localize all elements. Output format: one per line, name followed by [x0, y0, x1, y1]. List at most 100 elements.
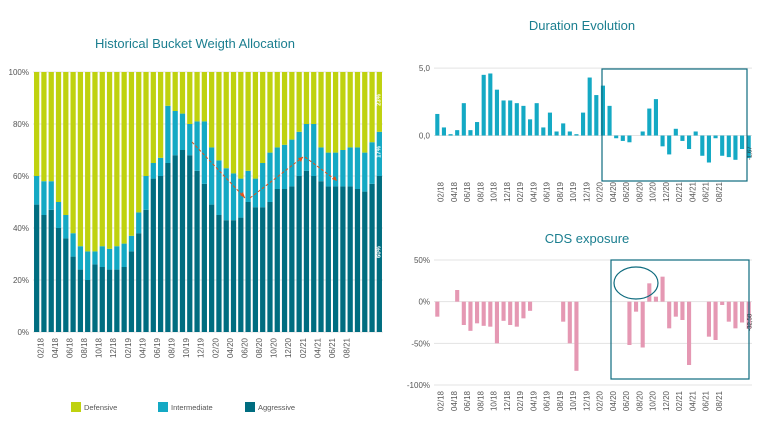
bucket-bar-intermediate — [201, 121, 207, 184]
bucket-bar-intermediate — [362, 152, 368, 192]
bucket-bar-intermediate — [77, 246, 84, 270]
bucket-bar-intermediate — [179, 113, 186, 150]
duration-x-tick-label: 04/18 — [450, 181, 459, 202]
bucket-bar-aggressive — [150, 178, 156, 332]
bucket-x-tick-label: 02/19 — [124, 337, 133, 358]
bucket-bar-intermediate — [48, 181, 54, 210]
bucket-bar-aggressive — [354, 189, 361, 332]
bucket-bar-defensive — [340, 72, 346, 150]
bucket-bar-defensive — [238, 72, 244, 179]
trend-arrow-down-2 — [304, 156, 338, 182]
bucket-bar-defensive — [99, 72, 105, 247]
bucket-value-label-aggressive: 60% — [376, 245, 382, 258]
bucket-chart-title: Historical Bucket Weigth Allocation — [95, 36, 295, 51]
duration-bar — [441, 127, 446, 136]
cds-bar — [468, 301, 473, 331]
bucket-bar-aggressive — [187, 155, 193, 332]
trend-arrow-down-2-head — [332, 176, 337, 181]
bucket-bar-intermediate — [296, 131, 302, 176]
cds-x-tick-label: 04/21 — [688, 390, 697, 411]
cds-x-tick-label: 08/19 — [556, 390, 565, 411]
bucket-bar-defensive — [362, 72, 368, 153]
bucket-x-tick-label: 04/18 — [51, 337, 60, 358]
duration-bar — [534, 103, 539, 136]
duration-bar — [481, 74, 486, 136]
bucket-bar-intermediate — [157, 157, 164, 176]
duration-bar — [574, 134, 579, 136]
duration-y-tick-label: 0,0 — [419, 132, 431, 141]
duration-x-tick-label: 08/20 — [635, 181, 644, 202]
duration-bar — [746, 135, 751, 159]
bucket-bar-defensive — [347, 72, 353, 148]
duration-bar — [607, 105, 612, 136]
bucket-bar-aggressive — [252, 207, 259, 332]
cds-bar — [528, 301, 533, 311]
legend-label-intermediate: Intermediate — [171, 403, 213, 412]
bucket-x-tick-label: 12/20 — [284, 337, 293, 358]
bucket-bar-intermediate — [289, 139, 295, 187]
bucket-bar-intermediate — [63, 215, 69, 239]
duration-bar — [461, 103, 466, 136]
bucket-bar-aggressive — [318, 181, 324, 332]
cds-x-tick-label: 04/20 — [609, 390, 618, 411]
bucket-bar-defensive — [157, 72, 164, 158]
bucket-bar-aggressive — [99, 267, 105, 332]
bucket-bar-intermediate — [92, 251, 98, 265]
duration-bar — [494, 89, 499, 136]
bucket-bar-intermediate — [209, 147, 215, 205]
legend-swatch-defensive — [71, 402, 81, 412]
bucket-bar-intermediate — [267, 152, 273, 202]
bucket-bar-aggressive — [332, 186, 339, 332]
cds-x-tick-label: 06/21 — [702, 390, 711, 411]
bucket-bar-intermediate — [223, 168, 229, 221]
duration-bar — [594, 95, 599, 136]
bucket-bar-defensive — [55, 72, 62, 202]
bucket-x-tick-label: 08/20 — [255, 337, 264, 358]
cds-y-tick-label: 0% — [418, 298, 430, 307]
duration-x-tick-label: 12/20 — [662, 181, 671, 202]
bucket-bar-defensive — [48, 72, 54, 182]
trend-arrow-up — [249, 156, 304, 199]
duration-bar — [547, 112, 552, 136]
trend-arrows — [191, 141, 338, 199]
bucket-bar-aggressive — [362, 191, 368, 332]
bucket-bar-defensive — [376, 72, 382, 132]
bucket-x-tick-label: 12/19 — [197, 337, 206, 358]
bucket-bar-intermediate — [128, 235, 135, 252]
trend-arrow-down — [191, 141, 246, 199]
cds-bar — [494, 301, 499, 344]
cds-bar — [514, 301, 519, 327]
cds-x-tick-label: 04/19 — [529, 390, 538, 411]
duration-bar — [514, 103, 519, 136]
bucket-y-tick-label: 100% — [9, 68, 29, 77]
bucket-bar-intermediate — [318, 147, 324, 182]
bucket-bar-aggressive — [48, 209, 54, 332]
duration-bar — [435, 113, 440, 136]
cds-bar — [680, 301, 685, 320]
duration-bar — [581, 112, 586, 136]
bucket-bar-intermediate — [245, 170, 251, 202]
legend-swatch-aggressive — [245, 402, 255, 412]
duration-x-tick-label: 08/21 — [715, 181, 724, 202]
bucket-bar-aggressive — [63, 238, 69, 332]
bucket-bar-intermediate — [238, 178, 244, 218]
duration-x-tick-label: 10/18 — [490, 181, 499, 202]
bucket-bar-defensive — [187, 72, 193, 124]
bucket-bar-defensive — [128, 72, 135, 236]
cds-y-tick-label: 50% — [414, 256, 430, 265]
bucket-x-tick-label: 10/18 — [95, 337, 104, 358]
bucket-bar-aggressive — [143, 209, 149, 332]
bucket-bar-intermediate — [121, 243, 127, 267]
bucket-bar-defensive — [274, 72, 280, 148]
bucket-bar-aggressive — [230, 220, 237, 332]
cds-chart: 50% 0% -50% -100% -32,58 02/18 04/18 06/18 08/18… — [407, 256, 754, 411]
bucket-bar-defensive — [267, 72, 273, 153]
bucket-x-tick-label: 08/19 — [168, 337, 177, 358]
bucket-bar-aggressive — [376, 176, 382, 332]
bucket-bar-aggressive — [340, 186, 346, 332]
bucket-bar-intermediate — [325, 152, 331, 187]
bucket-bar-defensive — [369, 72, 375, 143]
bucket-y-tick-label: 20% — [13, 276, 29, 285]
duration-x-tick-label: 04/19 — [529, 181, 538, 202]
